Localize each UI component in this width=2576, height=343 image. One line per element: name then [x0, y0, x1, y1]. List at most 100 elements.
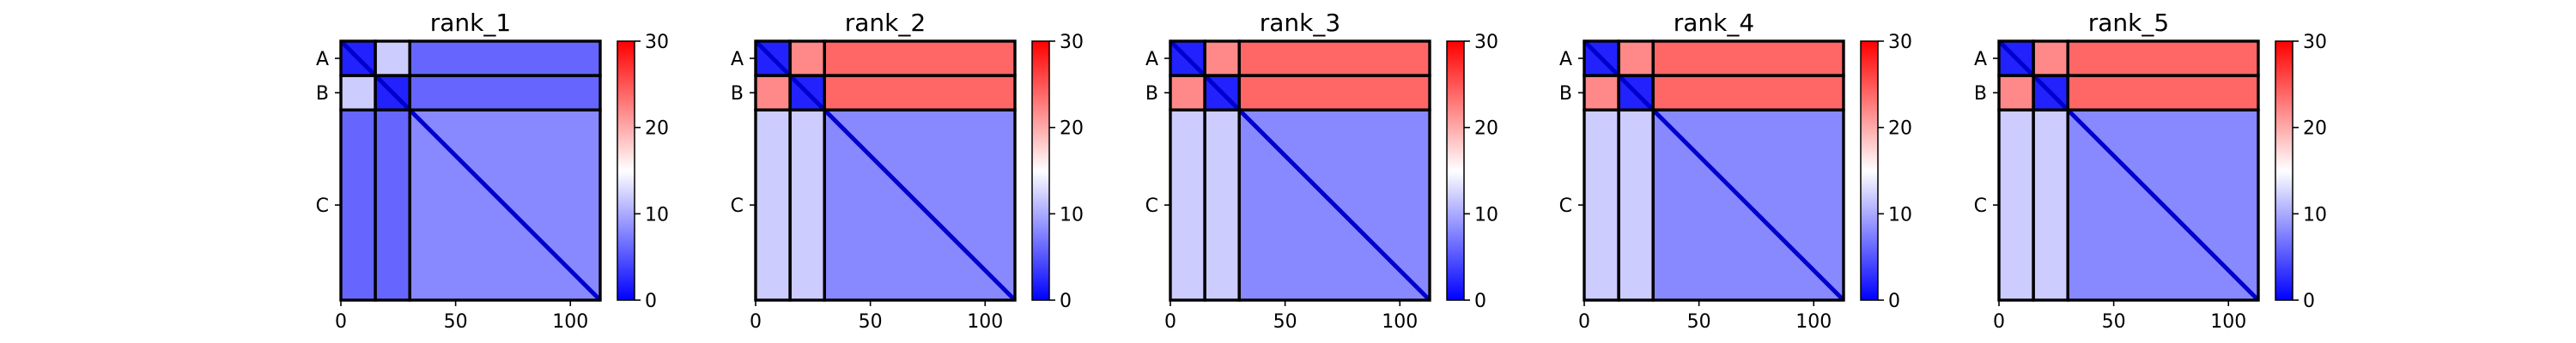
heatmap-block-C-B — [375, 110, 410, 300]
x-tick-label: 100 — [967, 311, 1003, 333]
y-tick-label: C — [1974, 196, 1987, 217]
x-tick-label: 0 — [1578, 311, 1590, 333]
heatmap-block-A-C — [1653, 41, 1844, 76]
heatmap-block-C-A — [1170, 110, 1206, 300]
colorbar-tick-label: 20 — [1888, 118, 1912, 140]
heatmap-block-A-B — [790, 41, 825, 76]
colorbar-tick-label: 30 — [645, 32, 669, 53]
y-tick-label: A — [316, 49, 329, 70]
heatmap-block-C-B — [2033, 110, 2069, 300]
panel-title: rank_5 — [2088, 9, 2169, 37]
heatmap-block-C-B — [1619, 110, 1654, 300]
y-tick-label: B — [1974, 83, 1987, 105]
heatmap-block-B-A — [341, 75, 376, 111]
heatmap-block-A-B — [375, 41, 410, 76]
x-tick-label: 50 — [444, 311, 468, 333]
colorbar-tick-label: 10 — [1474, 204, 1498, 226]
axes-frame — [755, 40, 1016, 301]
heatmap-block-B-C — [2068, 75, 2258, 111]
heatmap-block-B-C — [824, 75, 1015, 111]
x-tick-label: 100 — [1795, 311, 1832, 333]
panel-1: rank_1 0 50 100 AB C 0 10 20 30 — [316, 9, 669, 333]
diagonal-line — [754, 39, 1017, 302]
heatmap-block-B-A — [1170, 75, 1206, 111]
x-tick-label: 0 — [335, 311, 347, 333]
colorbar-tick-label: 0 — [2303, 291, 2315, 312]
panel-4: rank_4 0 50 100 AB C 0 10 20 30 — [1559, 9, 1912, 333]
y-tick-label: A — [1974, 49, 1987, 70]
axes-frame — [1583, 40, 1844, 301]
x-tick-label: 50 — [1687, 311, 1711, 333]
diagonal-line — [1583, 39, 1845, 302]
panel-3: rank_3 0 50 100 AB C 0 10 20 30 — [1145, 9, 1498, 333]
colorbar-tick-label: 30 — [2303, 32, 2327, 53]
diagonal-line — [339, 39, 602, 302]
colorbar-tick-label: 30 — [1888, 32, 1912, 53]
diagonal-line — [1997, 39, 2260, 302]
x-tick-label: 0 — [750, 311, 762, 333]
heatmap-block-A-B — [1205, 41, 1240, 76]
y-tick-label: C — [1559, 196, 1572, 217]
heatmap-block-B-C — [1653, 75, 1844, 111]
colorbar-tick-label: 0 — [1888, 291, 1900, 312]
axes-frame — [340, 40, 601, 301]
colorbar-tick-label: 10 — [2303, 204, 2327, 226]
colorbar-tick-label: 0 — [1060, 291, 1072, 312]
colorbar-tick-label: 10 — [1888, 204, 1912, 226]
heatmap-block-C-B — [1205, 110, 1240, 300]
colorbar — [2275, 40, 2293, 301]
colorbar — [1860, 40, 1879, 301]
y-tick-label: A — [1559, 49, 1572, 70]
colorbar — [1031, 40, 1050, 301]
panel-title: rank_3 — [1260, 9, 1340, 37]
colorbar-tick-label: 20 — [1474, 118, 1498, 140]
heatmap-block-A-C — [824, 41, 1015, 76]
colorbar-tick-label: 20 — [2303, 118, 2327, 140]
panel-title: rank_1 — [430, 9, 511, 37]
heatmap-block-B-A — [1584, 75, 1619, 111]
y-tick-label: C — [316, 196, 329, 217]
panel-title: rank_4 — [1674, 9, 1754, 37]
y-tick-label: B — [1559, 83, 1572, 105]
heatmap-block-B-A — [756, 75, 791, 111]
colorbar-tick-label: 10 — [645, 204, 669, 226]
colorbar-tick-label: 30 — [1474, 32, 1498, 53]
heatmap-block-C-A — [1999, 110, 2034, 300]
x-tick-label: 50 — [1273, 311, 1297, 333]
axes-frame — [1998, 40, 2259, 301]
x-tick-label: 100 — [2210, 311, 2246, 333]
colorbar-tick-label: 30 — [1060, 32, 1084, 53]
panel-5: rank_5 0 50 100 AB C 0 10 20 30 — [1974, 9, 2327, 333]
diagonal-line — [1169, 39, 1431, 302]
heatmap-block-A-B — [1619, 41, 1654, 76]
heatmap-block-B-C — [410, 75, 600, 111]
heatmap-block-A-C — [410, 41, 600, 76]
x-tick-label: 100 — [1382, 311, 1418, 333]
colorbar-tick-label: 10 — [1060, 204, 1084, 226]
x-tick-label: 50 — [859, 311, 883, 333]
y-tick-label: B — [731, 83, 744, 105]
heatmap-block-A-B — [2033, 41, 2069, 76]
axes-frame — [1170, 40, 1431, 301]
y-tick-label: A — [731, 49, 744, 70]
colorbar-tick-label: 0 — [645, 291, 657, 312]
panel-2: rank_2 0 50 100 AB C 0 10 20 30 — [731, 9, 1084, 333]
x-tick-label: 0 — [1993, 311, 2005, 333]
x-tick-label: 0 — [1164, 311, 1176, 333]
x-tick-label: 50 — [2102, 311, 2126, 333]
heatmap-block-B-C — [1239, 75, 1430, 111]
y-tick-label: C — [731, 196, 744, 217]
heatmap-block-A-C — [2068, 41, 2258, 76]
y-tick-label: B — [316, 83, 329, 105]
panel-title: rank_2 — [845, 9, 926, 37]
heatmap-block-C-A — [756, 110, 791, 300]
colorbar-tick-label: 20 — [1060, 118, 1084, 140]
colorbar — [1446, 40, 1465, 301]
heatmap-block-C-A — [341, 110, 376, 300]
colorbar-tick-label: 20 — [645, 118, 669, 140]
y-tick-label: C — [1145, 196, 1158, 217]
heatmap-block-C-A — [1584, 110, 1619, 300]
y-tick-label: A — [1145, 49, 1158, 70]
